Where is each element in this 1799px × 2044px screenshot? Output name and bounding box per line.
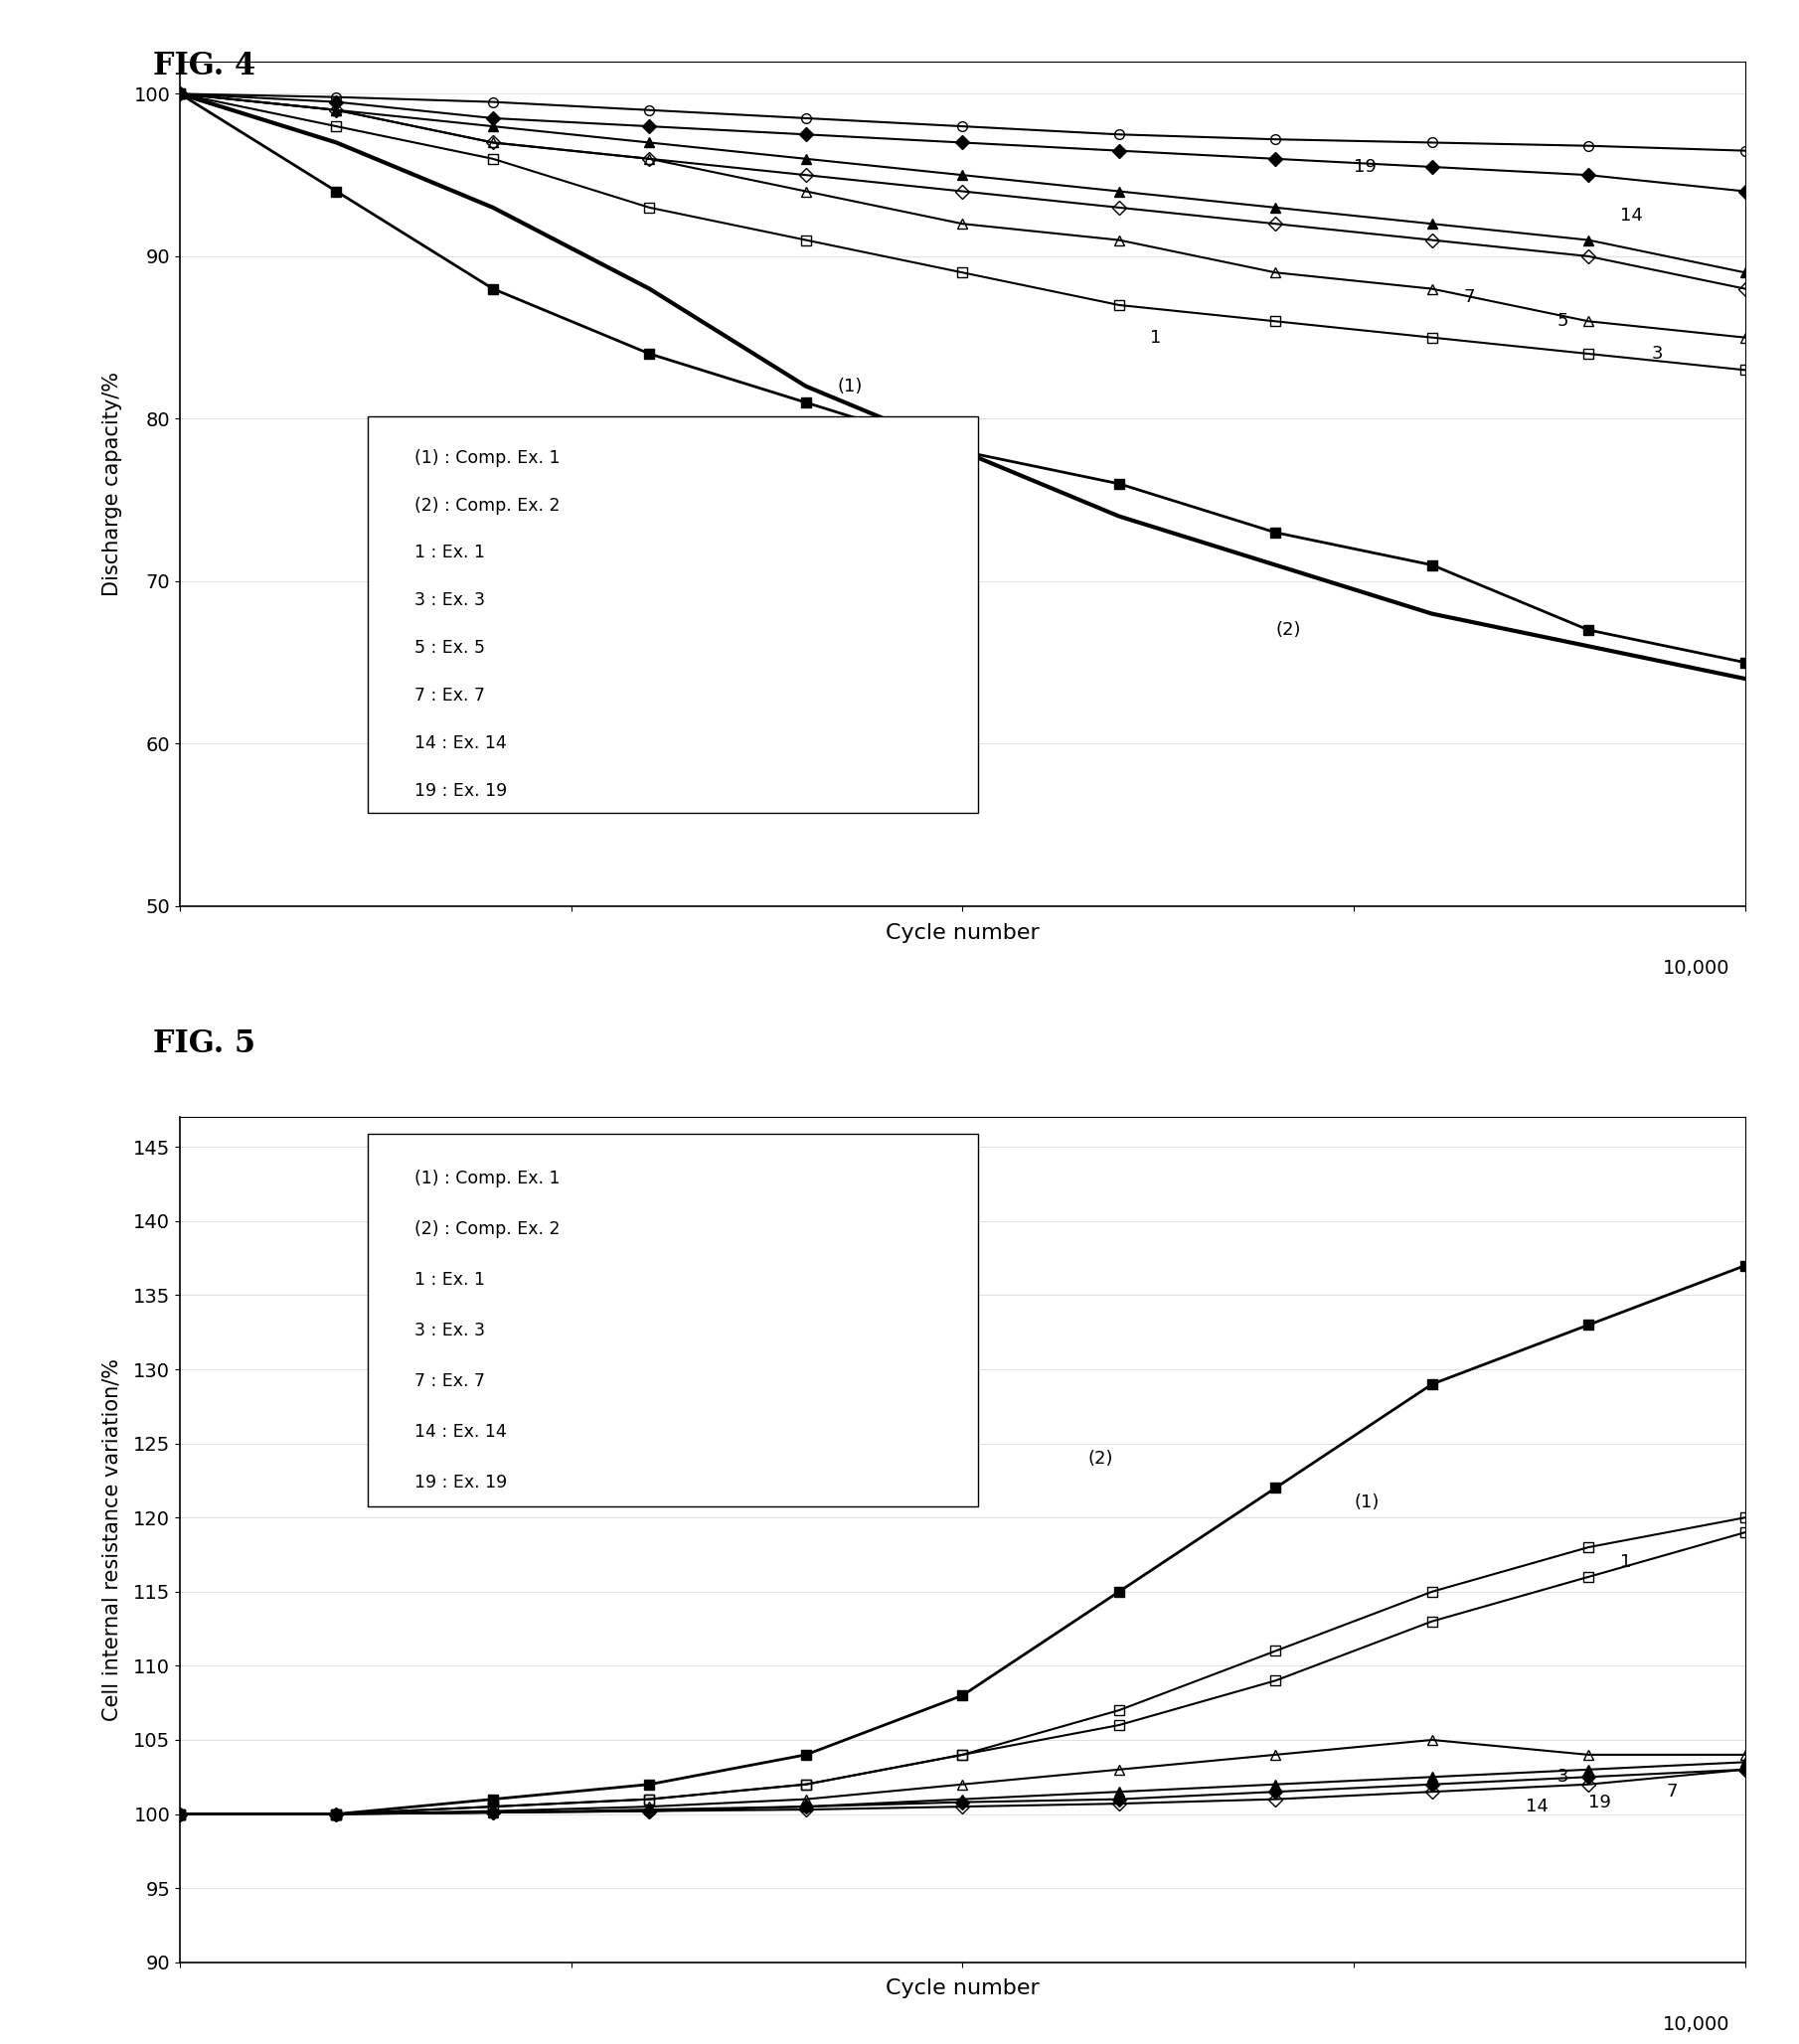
Text: 1: 1 bbox=[1619, 1553, 1632, 1572]
Text: 1 : Ex. 1: 1 : Ex. 1 bbox=[416, 544, 486, 562]
Text: 19 : Ex. 19: 19 : Ex. 19 bbox=[416, 781, 507, 799]
Text: 7: 7 bbox=[1666, 1782, 1678, 1801]
Y-axis label: Cell internal resistance variation/%: Cell internal resistance variation/% bbox=[103, 1359, 122, 1721]
Text: (2) : Comp. Ex. 2: (2) : Comp. Ex. 2 bbox=[416, 497, 559, 515]
Text: 5: 5 bbox=[1558, 313, 1569, 331]
X-axis label: Cycle number: Cycle number bbox=[885, 1979, 1040, 1999]
Text: 10,000: 10,000 bbox=[1662, 2015, 1729, 2034]
Text: 1: 1 bbox=[1150, 329, 1162, 347]
Text: FIG. 5: FIG. 5 bbox=[153, 1028, 255, 1059]
Text: (2): (2) bbox=[1275, 621, 1301, 640]
Text: 3 : Ex. 3: 3 : Ex. 3 bbox=[416, 1320, 486, 1339]
FancyBboxPatch shape bbox=[367, 417, 979, 814]
Text: 19: 19 bbox=[1353, 157, 1376, 176]
Text: (2): (2) bbox=[1088, 1449, 1114, 1468]
Text: 3: 3 bbox=[1651, 345, 1662, 362]
Text: (2) : Comp. Ex. 2: (2) : Comp. Ex. 2 bbox=[416, 1220, 559, 1239]
Text: 14 : Ex. 14: 14 : Ex. 14 bbox=[416, 1423, 507, 1441]
FancyBboxPatch shape bbox=[367, 1134, 979, 1506]
Text: 3: 3 bbox=[1558, 1768, 1569, 1786]
Text: 5 : Ex. 5: 5 : Ex. 5 bbox=[416, 640, 486, 656]
Text: 19 : Ex. 19: 19 : Ex. 19 bbox=[416, 1474, 507, 1492]
Text: (1): (1) bbox=[1353, 1494, 1380, 1513]
Text: (1) : Comp. Ex. 1: (1) : Comp. Ex. 1 bbox=[416, 450, 559, 466]
Text: 14: 14 bbox=[1526, 1797, 1549, 1815]
Text: 1 : Ex. 1: 1 : Ex. 1 bbox=[416, 1271, 486, 1288]
Text: 19: 19 bbox=[1589, 1793, 1612, 1811]
Text: FIG. 4: FIG. 4 bbox=[153, 51, 255, 82]
Text: 10,000: 10,000 bbox=[1662, 959, 1729, 977]
Y-axis label: Discharge capacity/%: Discharge capacity/% bbox=[103, 372, 122, 597]
Text: 7: 7 bbox=[1463, 288, 1475, 307]
Text: 3 : Ex. 3: 3 : Ex. 3 bbox=[416, 591, 486, 609]
X-axis label: Cycle number: Cycle number bbox=[885, 922, 1040, 942]
Text: (1): (1) bbox=[837, 378, 862, 394]
Text: 14 : Ex. 14: 14 : Ex. 14 bbox=[416, 734, 507, 752]
Text: (1) : Comp. Ex. 1: (1) : Comp. Ex. 1 bbox=[416, 1169, 559, 1188]
Text: 7 : Ex. 7: 7 : Ex. 7 bbox=[416, 1372, 486, 1390]
Text: 7 : Ex. 7: 7 : Ex. 7 bbox=[416, 687, 486, 705]
Text: 14: 14 bbox=[1619, 206, 1642, 225]
